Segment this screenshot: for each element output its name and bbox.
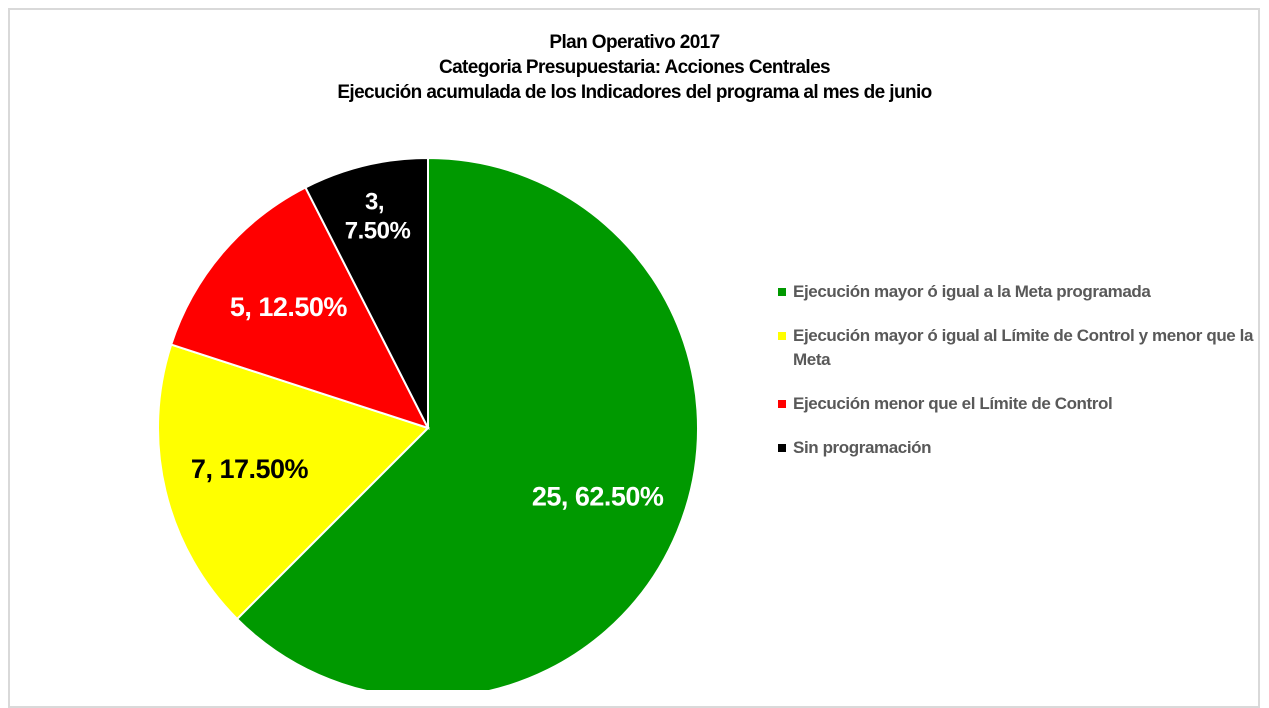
legend-swatch <box>778 332 786 340</box>
legend-label: Ejecución mayor ó igual a la Meta progra… <box>793 282 1151 301</box>
legend-label: Ejecución mayor ó igual al Límite de Con… <box>793 326 1254 369</box>
pie-slice <box>169 186 430 430</box>
chart-subtitle: Ejecución acumulada de los Indicadores d… <box>337 82 932 103</box>
data-label-line: 3, <box>365 189 390 216</box>
legend-swatch <box>778 288 786 296</box>
legend-swatch <box>778 400 786 408</box>
pie-slice <box>304 156 429 429</box>
data-label: 25, 62.50% <box>532 481 664 511</box>
titles: Plan Operativo 2017 Categoria Presupuest… <box>0 30 1269 105</box>
chart-subtitle: Categoria Presupuestaria: Acciones Centr… <box>438 57 831 78</box>
data-label: 5, 12.50% <box>230 292 348 322</box>
pie-chart: 25, 62.50% 7, 17.50% 5, 12.50% 3, 7.50% <box>157 156 699 690</box>
legend-item: Sin programación <box>778 436 1258 460</box>
legend-swatch <box>778 444 786 452</box>
pie-slice <box>235 156 699 690</box>
legend-label: Ejecución menor que el Límite de Control <box>793 394 1113 413</box>
legend-item: Ejecución mayor ó igual al Límite de Con… <box>778 324 1258 372</box>
chart-title: Plan Operativo 2017 <box>549 32 720 53</box>
pie-slice <box>157 343 430 621</box>
legend: Ejecución mayor ó igual a la Meta progra… <box>778 280 1258 480</box>
data-label: 7, 17.50% <box>191 454 309 484</box>
data-label-line: 7.50% <box>345 218 411 245</box>
data-label: 3, 7.50% <box>345 189 411 245</box>
page: Plan Operativo 2017 Categoria Presupuest… <box>0 8 1269 708</box>
legend-item: Ejecución menor que el Límite de Control <box>778 392 1258 416</box>
legend-item: Ejecución mayor ó igual a la Meta progra… <box>778 280 1258 304</box>
legend-label: Sin programación <box>793 438 932 457</box>
